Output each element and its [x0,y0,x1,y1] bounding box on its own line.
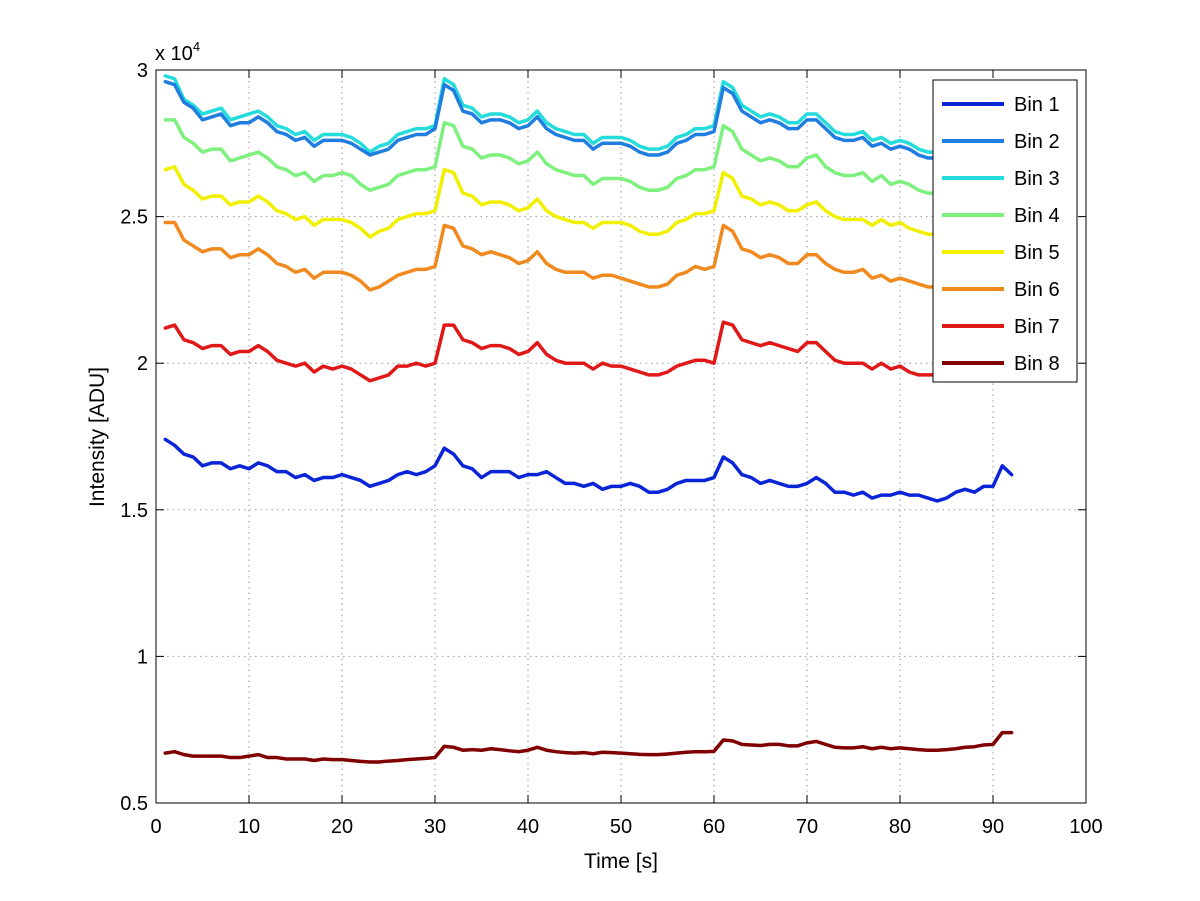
y-tick-label: 1.5 [120,500,148,522]
legend-label: Bin 7 [1014,316,1060,338]
y-tick-label: 3 [137,60,148,82]
series-line-bin-3 [163,74,1014,154]
series-line-bin-5 [163,165,1014,239]
legend-item-bin-5: Bin 5 [942,242,1060,264]
legend-box [932,79,1078,383]
legend-item-bin-6: Bin 6 [942,279,1060,301]
series-line-bin-1 [163,437,1014,503]
x-tick-label: 50 [610,816,632,838]
x-tick-label: 10 [238,816,260,838]
x-tick-label: 0 [150,816,161,838]
y-multiplier-label: x 104 [155,39,200,65]
series-line-bin-7 [163,320,1014,383]
legend-label: Bin 4 [1014,205,1060,227]
y-axis-label: Intensity [ADU] [86,367,109,507]
x-axis-label: Time [s] [584,850,658,873]
legend-item-bin-7: Bin 7 [942,316,1060,338]
legend-item-bin-3: Bin 3 [942,168,1060,190]
legend: Bin 1 Bin 2 Bin 3 Bin 4 Bin 5 Bin 6 Bin 7 Bin 8 [932,79,1078,383]
x-tick-label: 40 [517,816,539,838]
legend-item-bin-4: Bin 4 [942,205,1060,227]
legend-label: Bin 1 [1014,94,1060,116]
y-tick-label: 2 [137,353,148,375]
x-tick-label: 100 [1069,816,1102,838]
series-line-bin-8 [163,730,1014,764]
legend-label: Bin 3 [1014,168,1060,190]
series-line-bin-6 [163,220,1014,292]
x-tick-label: 60 [703,816,725,838]
axis-ticks [155,69,1087,804]
x-tick-label: 20 [331,816,353,838]
legend-label: Bin 2 [1014,131,1060,153]
series-line-bin-2 [163,79,1014,160]
legend-label: Bin 6 [1014,279,1060,301]
x-tick-label: 90 [982,816,1004,838]
legend-item-bin-1: Bin 1 [942,94,1060,116]
x-tick-label: 80 [889,816,911,838]
y-tick-label: 2.5 [120,207,148,229]
legend-item-bin-2: Bin 2 [942,131,1060,153]
x-tick-label: 30 [424,816,446,838]
x-tick-label: 70 [796,816,818,838]
legend-label: Bin 5 [1014,242,1060,264]
grid-lines [156,70,1086,803]
series-layer [163,74,1014,764]
legend-label: Bin 8 [1014,353,1060,375]
y-tick-label: 1 [137,646,148,668]
series-line-bin-4 [163,118,1014,195]
tick-labels: 0 10 20 30 40 50 60 70 80 90 100 0.5 1 1.5 2 2.5 3 [120,60,1103,838]
y-tick-label: 0.5 [120,793,148,815]
legend-item-bin-8: Bin 8 [942,353,1060,375]
